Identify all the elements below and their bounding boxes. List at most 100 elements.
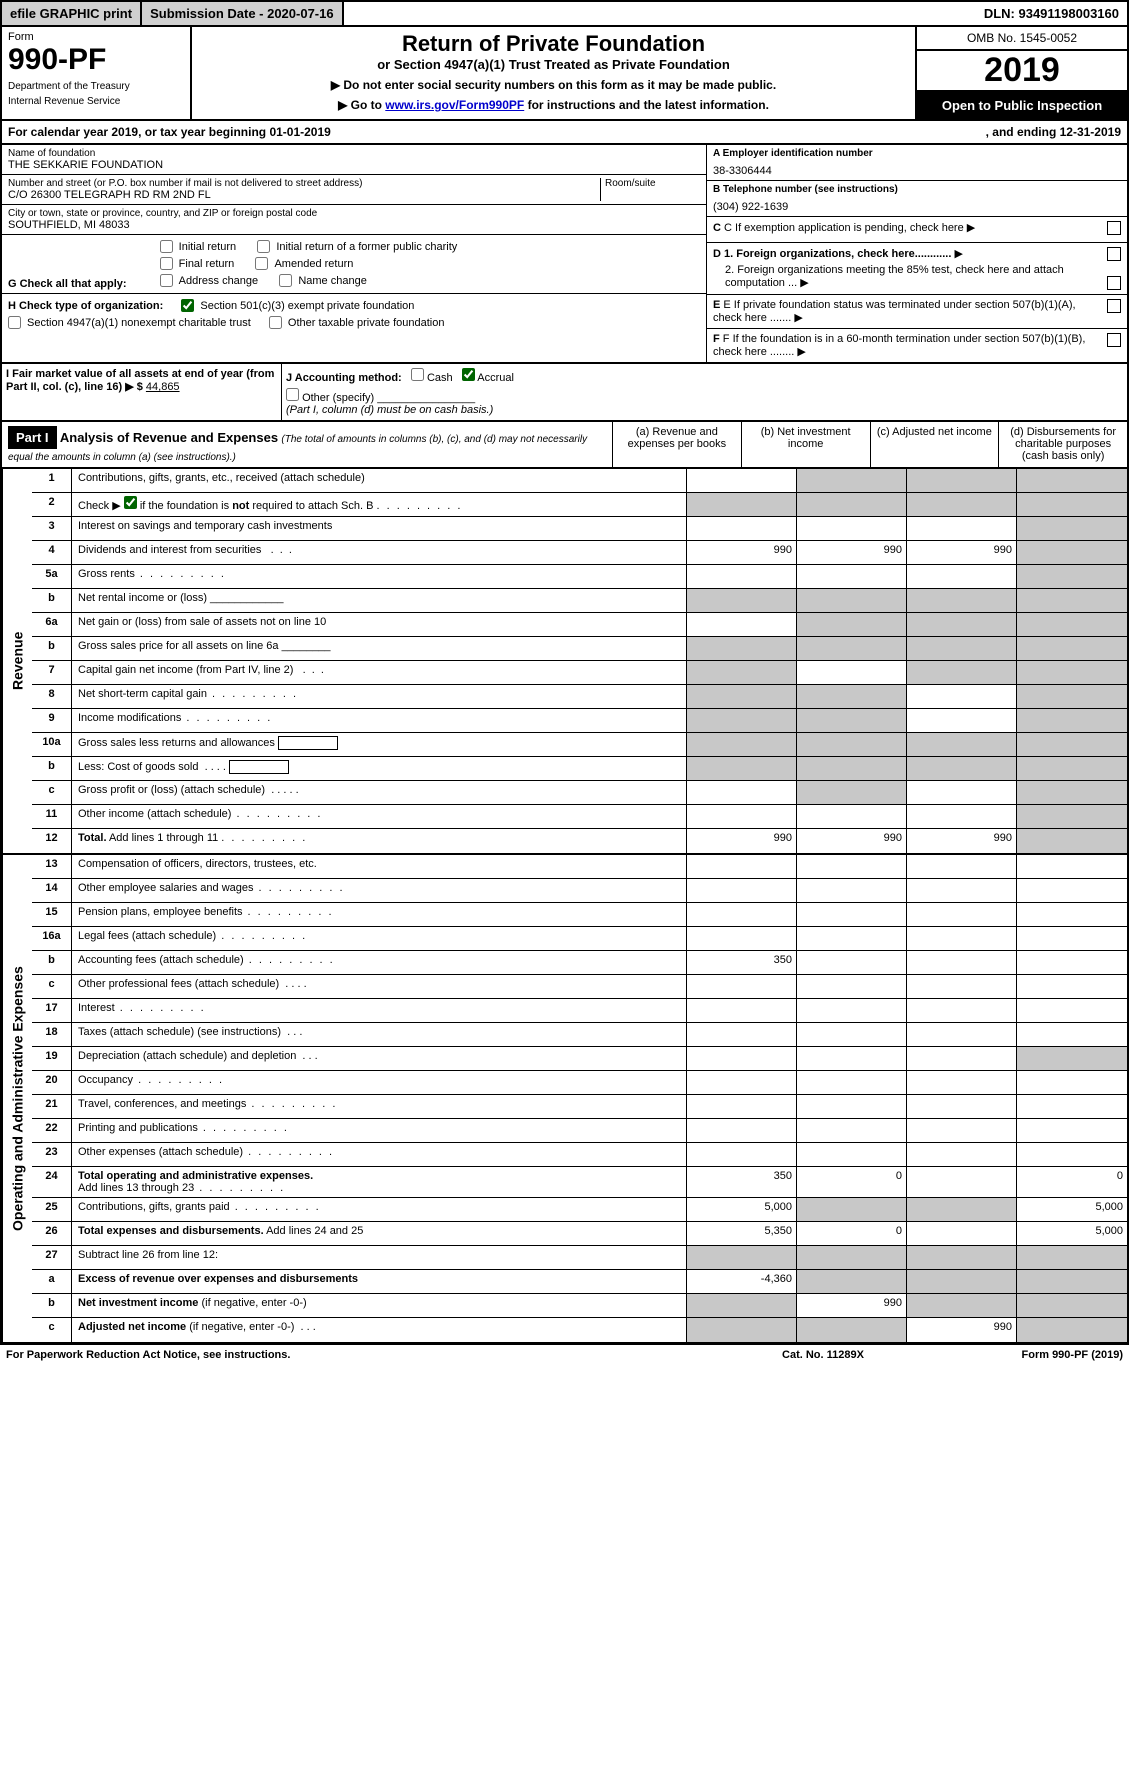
d2-checkbox[interactable]: [1107, 276, 1121, 290]
row-6a: Net gain or (loss) from sale of assets n…: [72, 613, 687, 636]
part1-title: Part I: [8, 426, 57, 449]
row-12: Total. Add lines 1 through 11: [72, 829, 687, 853]
other-method-checkbox[interactable]: [286, 388, 299, 401]
row-9: Income modifications: [72, 709, 687, 732]
f-label: F If the foundation is in a 60-month ter…: [713, 333, 1085, 358]
part1-heading: Analysis of Revenue and Expenses: [60, 430, 278, 445]
page-footer: For Paperwork Reduction Act Notice, see …: [0, 1344, 1129, 1365]
row-14: Other employee salaries and wages: [72, 879, 687, 902]
f-checkbox[interactable]: [1107, 333, 1121, 347]
tel-value: (304) 922-1639: [713, 201, 1121, 213]
tel-cell: B Telephone number (see instructions) (3…: [707, 181, 1127, 217]
schb-checkbox[interactable]: [124, 496, 137, 509]
g-label: G Check all that apply:: [8, 278, 127, 290]
footer-catno: Cat. No. 11289X: [723, 1349, 923, 1361]
form-header: Form 990-PF Department of the Treasury I…: [0, 27, 1129, 121]
address-cell: Number and street (or P.O. box number if…: [2, 175, 706, 205]
submission-date: Submission Date - 2020-07-16: [142, 2, 344, 25]
i-j-row: I Fair market value of all assets at end…: [0, 364, 1129, 422]
row-20: Occupancy: [72, 1071, 687, 1094]
c-checkbox[interactable]: [1107, 221, 1121, 235]
dept-treasury: Department of the Treasury: [8, 81, 184, 92]
row-27b: Net investment income (if negative, ente…: [72, 1294, 687, 1317]
d-cell: D 1. Foreign organizations, check here..…: [707, 243, 1127, 295]
initial-return-checkbox[interactable]: [160, 240, 173, 253]
footer-notice: For Paperwork Reduction Act Notice, see …: [6, 1349, 723, 1361]
row-17: Interest: [72, 999, 687, 1022]
name-value: THE SEKKARIE FOUNDATION: [8, 159, 700, 171]
room-label: Room/suite: [605, 178, 700, 189]
name-change-checkbox[interactable]: [279, 274, 292, 287]
efile-print-button[interactable]: efile GRAPHIC print: [2, 2, 142, 25]
city-cell: City or town, state or province, country…: [2, 205, 706, 235]
d1-checkbox[interactable]: [1107, 247, 1121, 261]
initial-former-checkbox[interactable]: [257, 240, 270, 253]
h-label: H Check type of organization:: [8, 300, 163, 312]
row-24: Total operating and administrative expen…: [72, 1167, 687, 1197]
row-23: Other expenses (attach schedule): [72, 1143, 687, 1166]
ein-cell: A Employer identification number 38-3306…: [707, 145, 1127, 181]
name-change-label: Name change: [298, 275, 367, 287]
city-label: City or town, state or province, country…: [8, 208, 700, 219]
row-16c: Other professional fees (attach schedule…: [72, 975, 687, 998]
j-label: J Accounting method:: [286, 372, 402, 384]
e-checkbox[interactable]: [1107, 299, 1121, 313]
h-check-cell: H Check type of organization: Section 50…: [2, 294, 706, 334]
final-return-checkbox[interactable]: [160, 257, 173, 270]
row-4: Dividends and interest from securities .…: [72, 541, 687, 564]
row-1: Contributions, gifts, grants, etc., rece…: [72, 469, 687, 492]
s501-label: Section 501(c)(3) exempt private foundat…: [200, 300, 414, 312]
row-16b: Accounting fees (attach schedule): [72, 951, 687, 974]
dln-number: DLN: 93491198003160: [976, 2, 1127, 25]
row-10a: Gross sales less returns and allowances: [72, 733, 687, 756]
revenue-side-label: Revenue: [2, 469, 32, 853]
addr-label: Number and street (or P.O. box number if…: [8, 178, 600, 189]
accrual-checkbox[interactable]: [462, 368, 475, 381]
form-subtitle: or Section 4947(a)(1) Trust Treated as P…: [196, 57, 911, 72]
row-16a: Legal fees (attach schedule): [72, 927, 687, 950]
i-label: I Fair market value of all assets at end…: [6, 368, 274, 393]
instruction-2: ▶ Go to www.irs.gov/Form990PF for instru…: [196, 98, 911, 112]
row-2: Check ▶ if the foundation is not require…: [72, 493, 687, 516]
instruction-1: ▶ Do not enter social security numbers o…: [196, 78, 911, 92]
row-11: Other income (attach schedule): [72, 805, 687, 828]
footer-form: Form 990-PF (2019): [923, 1349, 1123, 1361]
row-8: Net short-term capital gain: [72, 685, 687, 708]
cal-begin: For calendar year 2019, or tax year begi…: [8, 125, 986, 139]
cash-checkbox[interactable]: [411, 368, 424, 381]
col-c-header: (c) Adjusted net income: [870, 422, 999, 467]
col-d-header: (d) Disbursements for charitable purpose…: [998, 422, 1127, 467]
addr-change-checkbox[interactable]: [160, 274, 173, 287]
c-label: C If exemption application is pending, c…: [724, 222, 964, 234]
name-label: Name of foundation: [8, 148, 700, 159]
other-tax-label: Other taxable private foundation: [288, 317, 445, 329]
other-tax-checkbox[interactable]: [269, 316, 282, 329]
calendar-year-row: For calendar year 2019, or tax year begi…: [0, 121, 1129, 145]
amended-checkbox[interactable]: [255, 257, 268, 270]
expenses-table: Operating and Administrative Expenses 13…: [0, 855, 1129, 1344]
s4947-label: Section 4947(a)(1) nonexempt charitable …: [27, 317, 251, 329]
ein-value: 38-3306444: [713, 165, 1121, 177]
row-15: Pension plans, employee benefits: [72, 903, 687, 926]
row-27a: Excess of revenue over expenses and disb…: [72, 1270, 687, 1293]
col-a-header: (a) Revenue and expenses per books: [612, 422, 741, 467]
s501-checkbox[interactable]: [181, 299, 194, 312]
row-22: Printing and publications: [72, 1119, 687, 1142]
omb-number: OMB No. 1545-0052: [917, 27, 1127, 51]
form-title: Return of Private Foundation: [196, 31, 911, 57]
addr-value: C/O 26300 TELEGRAPH RD RM 2ND FL: [8, 189, 600, 201]
revenue-table: Revenue 1Contributions, gifts, grants, e…: [0, 469, 1129, 855]
s4947-checkbox[interactable]: [8, 316, 21, 329]
ein-label: A Employer identification number: [713, 148, 1121, 159]
amended-label: Amended return: [274, 258, 353, 270]
row-27c: Adjusted net income (if negative, enter …: [72, 1318, 687, 1342]
form-label: Form: [8, 31, 184, 43]
irs-label: Internal Revenue Service: [8, 96, 184, 107]
g-check-cell: G Check all that apply: Initial return I…: [2, 235, 706, 294]
row-6b: Gross sales price for all assets on line…: [72, 637, 687, 660]
irs-link[interactable]: www.irs.gov/Form990PF: [385, 98, 524, 112]
d2-label: 2. Foreign organizations meeting the 85%…: [725, 264, 1064, 289]
row-3: Interest on savings and temporary cash i…: [72, 517, 687, 540]
tax-year: 2019: [917, 51, 1127, 92]
cash-label: Cash: [427, 372, 453, 384]
